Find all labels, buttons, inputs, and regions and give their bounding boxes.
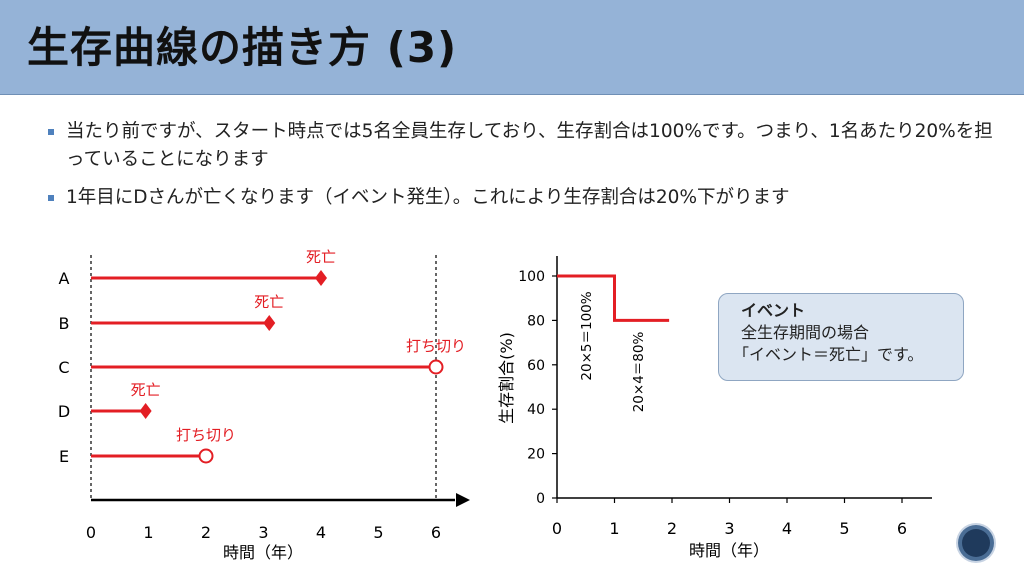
page-number-badge-inner	[962, 529, 990, 557]
page-number-badge[interactable]	[958, 525, 994, 561]
death-marker	[139, 403, 152, 419]
censor-marker	[428, 359, 444, 375]
y-tick-label: 80	[527, 313, 545, 329]
x-tick-label: 3	[258, 523, 268, 542]
x-tick-label: 2	[201, 523, 211, 542]
bullet-marker	[48, 195, 54, 201]
x-axis-title: 時間（年）	[689, 541, 769, 560]
subject-label: D	[58, 402, 70, 421]
curve-annotation: 20×5＝100%	[579, 291, 595, 380]
censor-marker	[198, 448, 214, 464]
y-tick-label: 60	[527, 358, 545, 374]
x-tick-label: 4	[316, 523, 326, 542]
x-tick-label: 6	[431, 523, 441, 542]
subject-label: C	[58, 358, 69, 377]
event-label: 死亡	[131, 381, 161, 399]
bullet-list: 当たり前ですが、スタート時点では5名全員生存しており、生存割合は100%です。つ…	[48, 118, 998, 222]
subject-label: B	[59, 314, 70, 333]
subject-label: E	[59, 447, 69, 466]
x-tick-label: 0	[552, 519, 562, 538]
subject-label: A	[59, 269, 70, 288]
x-axis-arrow	[456, 493, 470, 507]
bullet-text: 当たり前ですが、スタート時点では5名全員生存しており、生存割合は100%です。つ…	[66, 121, 993, 170]
survival-curve-line	[557, 274, 670, 322]
bullet-marker	[48, 129, 54, 135]
death-marker	[315, 270, 327, 286]
event-label: 打ち切り	[406, 337, 466, 355]
event-label: 死亡	[254, 293, 284, 311]
info-callout-title: イベント	[741, 301, 806, 320]
x-tick-label: 1	[609, 519, 619, 538]
x-tick-label: 3	[724, 519, 734, 538]
x-tick-label: 6	[897, 519, 907, 538]
y-axis-title: 生存割合(%)	[497, 332, 516, 424]
x-tick-label: 4	[782, 519, 792, 538]
x-tick-label: 1	[143, 523, 153, 542]
x-tick-label: 2	[667, 519, 677, 538]
event-label: 死亡	[306, 248, 336, 266]
slide-title: 生存曲線の描き方 (3)	[27, 23, 458, 72]
bullet-item: 1年目にDさんが亡くなります（イベント発生）。これにより生存割合は20%下がりま…	[48, 184, 998, 212]
event-label: 打ち切り	[176, 426, 236, 444]
bullet-text: 1年目にDさんが亡くなります（イベント発生）。これにより生存割合は20%下がりま…	[66, 187, 790, 208]
info-callout-line: 全生存期間の場合	[741, 323, 870, 342]
bullet-item: 当たり前ですが、スタート時点では5名全員生存しており、生存割合は100%です。つ…	[48, 118, 998, 174]
info-callout: イベント 全生存期間の場合 「イベント＝死亡」です。	[718, 293, 964, 381]
y-tick-label: 20	[527, 447, 545, 463]
title-bar: 生存曲線の描き方 (3)	[0, 0, 1024, 95]
x-tick-label: 5	[373, 523, 383, 542]
info-callout-line: 「イベント＝死亡」です。	[733, 345, 924, 364]
y-tick-label: 40	[527, 402, 545, 418]
x-axis-title: 時間（年）	[223, 543, 303, 562]
curve-annotation: 20×4＝80%	[631, 332, 647, 413]
x-tick-label: 5	[839, 519, 849, 538]
y-tick-label: 100	[518, 269, 545, 285]
death-marker	[263, 315, 276, 331]
y-tick-label: 0	[536, 491, 545, 507]
x-tick-label: 0	[86, 523, 96, 542]
